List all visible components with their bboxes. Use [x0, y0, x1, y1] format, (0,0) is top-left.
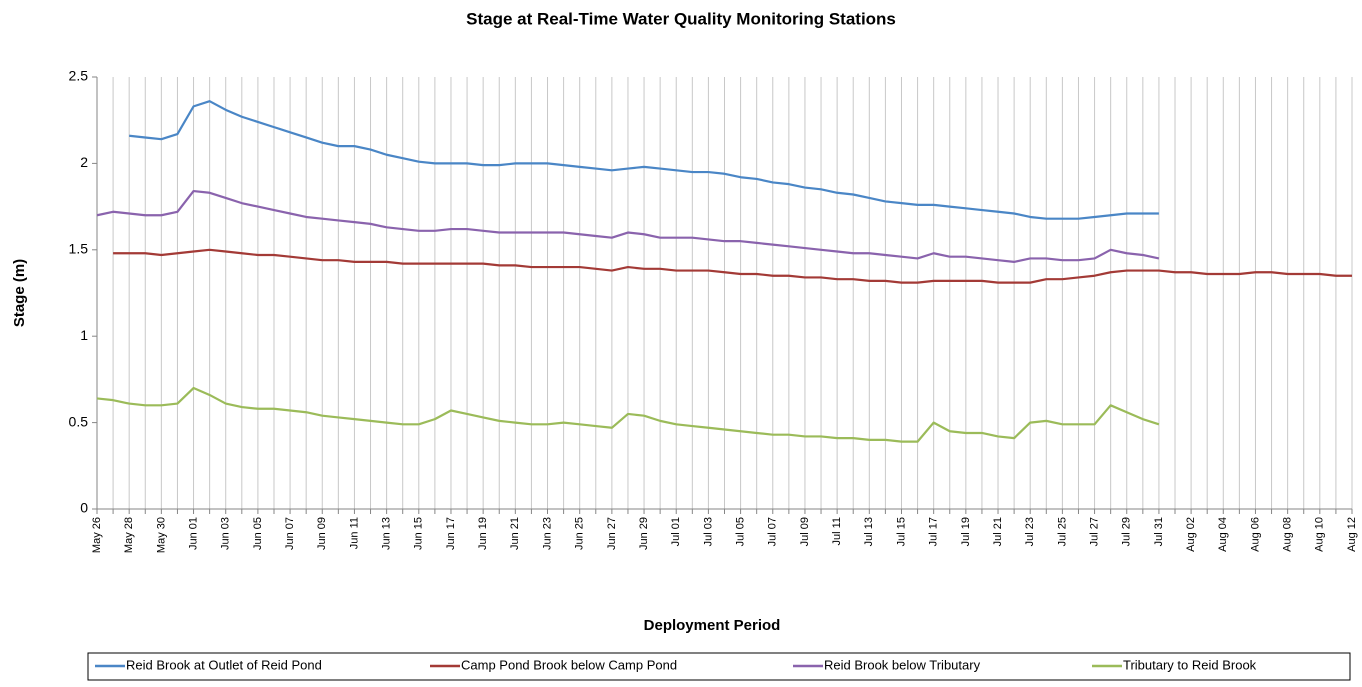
x-tick-label: Jul 21 [992, 517, 1004, 546]
series-line [129, 100, 1159, 220]
x-tick-label: Jun 01 [187, 517, 199, 550]
x-tick-label: Jul 17 [928, 517, 940, 546]
x-tick-label: Jun 27 [606, 517, 618, 550]
y-tick-label: 2 [80, 154, 88, 170]
x-tick-label: Jun 23 [541, 517, 553, 550]
x-tick-label: Aug 10 [1314, 517, 1326, 552]
x-tick-label: Jun 21 [509, 517, 521, 550]
x-tick-label: Aug 08 [1282, 517, 1294, 552]
x-tick-label: Jul 01 [670, 517, 682, 546]
series-line [113, 248, 1352, 284]
x-tick-label: Jun 17 [445, 517, 457, 550]
x-axis-title: Deployment Period [644, 617, 781, 634]
legend-label: Camp Pond Brook below Camp Pond [461, 657, 677, 672]
x-tick-label: Jul 23 [1024, 517, 1036, 546]
y-tick-label: 1 [80, 327, 88, 343]
x-tick-label: Jul 31 [1153, 517, 1165, 546]
x-tick-label: Jul 05 [734, 517, 746, 546]
x-tick-label: Jul 15 [895, 517, 907, 546]
x-tick-label: Jun 25 [574, 517, 586, 550]
x-tick-label: Aug 02 [1185, 517, 1197, 552]
x-tick-label: Jul 13 [863, 517, 875, 546]
x-tick-label: May 26 [91, 517, 103, 553]
x-tick-label: Jun 29 [638, 517, 650, 550]
x-tick-label: May 28 [123, 517, 135, 553]
x-tick-label: Aug 06 [1249, 517, 1261, 552]
x-tick-label: May 30 [155, 517, 167, 553]
y-tick-label: 0.5 [69, 413, 89, 429]
x-tick-label: Jul 09 [799, 517, 811, 546]
y-tick-label: 0 [80, 500, 88, 516]
x-tick-label: Jun 11 [348, 517, 360, 549]
legend-label: Reid Brook below Tributary [824, 657, 981, 672]
y-tick-label: 2.5 [69, 68, 89, 84]
y-axis-title: Stage (m) [11, 259, 28, 327]
chart-title: Stage at Real-Time Water Quality Monitor… [466, 9, 896, 28]
x-tick-label: Jul 19 [960, 517, 972, 546]
x-tick-label: Jun 15 [413, 517, 425, 550]
legend-box [87, 652, 1351, 681]
series-line [96, 386, 1160, 443]
x-tick-label: Jul 03 [702, 517, 714, 546]
x-tick-label: Jun 03 [220, 517, 232, 550]
x-tick-label: Jul 07 [767, 517, 779, 546]
x-tick-label: Aug 04 [1217, 517, 1229, 552]
x-tick-label: Jun 09 [316, 517, 328, 550]
x-tick-label: Jun 13 [381, 517, 393, 550]
x-tick-label: Jul 25 [1056, 517, 1068, 546]
y-tick-label: 1.5 [69, 241, 89, 257]
x-tick-label: Jul 11 [831, 517, 843, 546]
legend-label: Tributary to Reid Brook [1123, 657, 1257, 672]
x-tick-label: Jun 19 [477, 517, 489, 550]
x-tick-label: Jul 27 [1088, 517, 1100, 546]
x-tick-label: Jun 05 [252, 517, 264, 550]
x-tick-label: Jul 29 [1121, 517, 1133, 546]
series-line [96, 189, 1160, 263]
legend-label: Reid Brook at Outlet of Reid Pond [126, 657, 322, 672]
x-tick-label: Aug 12 [1346, 517, 1358, 552]
x-tick-label: Jun 07 [284, 517, 296, 550]
